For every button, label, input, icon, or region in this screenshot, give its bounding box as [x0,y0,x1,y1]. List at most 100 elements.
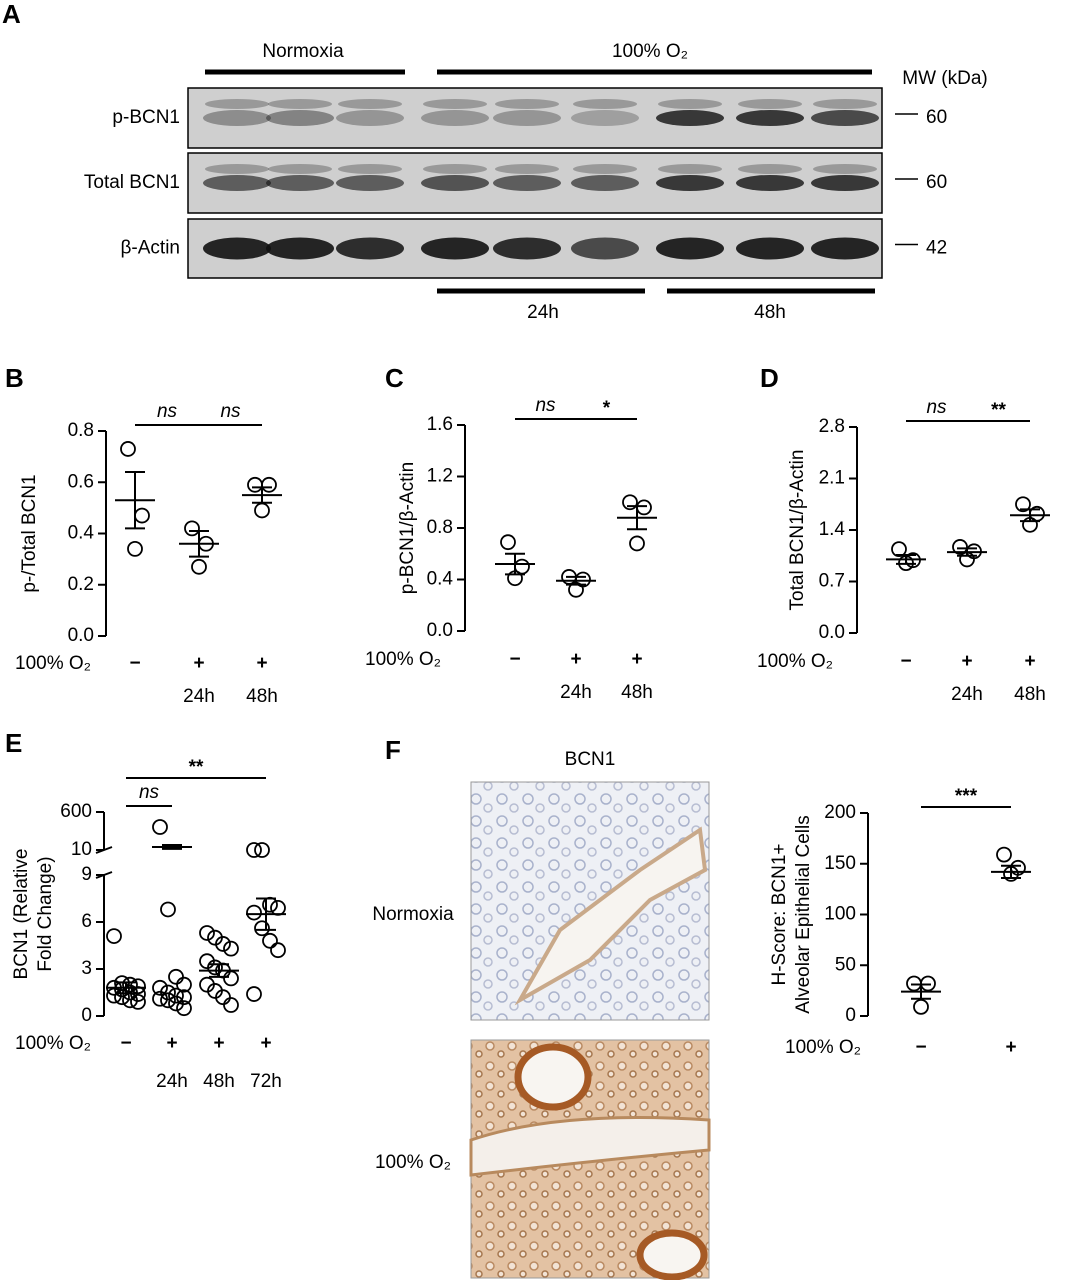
band [813,99,877,109]
data-point [622,494,638,511]
band [811,237,879,260]
y-tick-label: 150 [824,853,856,874]
band [423,99,487,109]
category-sublabel: 72h [250,1071,282,1092]
category-label: + [1024,651,1035,672]
data-point [906,975,922,992]
band [738,164,802,174]
y-axis-label: p-/Total BCN1 [19,474,40,592]
airway [514,826,708,1006]
category-label: − [509,649,520,670]
error-bar [125,471,145,530]
band [268,99,332,109]
data-point [891,541,907,558]
band [268,164,332,174]
y-axis-label: BCN1 (Relative [11,849,32,980]
data-point [106,928,122,944]
band [338,99,402,109]
row-label: p-BCN1 [112,107,180,128]
image-row-label: Normoxia [372,904,454,925]
row-label: β-Actin [121,238,181,259]
band [573,99,637,109]
y-tick-label: 1.2 [427,466,453,487]
error-bar [256,897,276,931]
band [205,99,269,109]
group-label: Normoxia [262,41,344,62]
significance-label: ns [220,401,241,422]
category-label: − [129,653,140,674]
band [336,237,404,260]
image-row-label: 100% O₂ [375,1152,451,1173]
y-tick-label: 200 [824,802,856,823]
y-tick-label: 600 [60,801,92,822]
y-tick-label: 0.2 [68,574,94,595]
data-point [134,507,150,524]
y-tick-label: 6 [81,911,92,932]
mw-label: 60 [926,107,947,128]
data-point [254,502,270,519]
category-label: + [961,651,972,672]
data-point [254,920,270,937]
band [813,164,877,174]
significance-label: *** [955,786,978,807]
category-label: + [1005,1037,1016,1058]
band [421,110,489,126]
band [338,164,402,174]
error-bar [252,486,272,504]
band [738,99,802,109]
data-point [246,842,262,858]
band [736,237,804,260]
x-axis-label: 100% O₂ [365,649,441,670]
data-point [500,534,516,551]
data-point [127,540,143,557]
image-title: BCN1 [565,749,616,770]
band [658,164,722,174]
data-point [952,539,968,555]
panel-label: A [2,0,21,29]
band [493,237,561,260]
row-label: Total BCN1 [84,172,180,193]
band [573,164,637,174]
data-point [120,441,136,457]
data-point [270,900,286,916]
panel-label: D [760,363,779,393]
mw-header: MW (kDa) [902,68,987,89]
error-bar [1001,864,1021,879]
data-point [629,535,645,552]
data-point [270,942,286,959]
data-point [247,476,263,493]
y-tick-label: 9 [81,864,92,885]
significance-label: ns [139,782,160,803]
y-tick-label: 0.8 [427,517,453,538]
y-tick-label: 0 [845,1005,856,1026]
panel-label: B [5,363,24,393]
data-point [160,992,176,1009]
category-sublabel: 24h [951,684,983,705]
y-tick-label: 1.6 [427,414,453,435]
band [423,164,487,174]
airway [514,1043,592,1111]
data-point [176,976,192,993]
error-bar [896,554,916,565]
x-axis-label: 100% O₂ [15,653,91,674]
band [495,99,559,109]
error-bar [162,844,182,850]
data-point [207,959,223,976]
data-point [122,976,138,993]
band [421,175,489,191]
y-axis-label: p-BCN1/β-Actin [397,462,418,594]
significance-label: ** [991,400,1006,421]
band [266,175,334,191]
y-tick-label: 2.1 [819,468,845,489]
category-label: + [213,1033,224,1054]
y-tick-label: 50 [835,954,856,975]
error-bar [209,963,229,978]
error-bar [189,529,209,558]
band [736,110,804,126]
category-label: + [260,1033,271,1054]
data-point [168,987,184,1004]
error-bar [911,983,931,1000]
category-sublabel: 48h [621,682,653,703]
category-sublabel: 48h [203,1071,235,1092]
band [495,164,559,174]
